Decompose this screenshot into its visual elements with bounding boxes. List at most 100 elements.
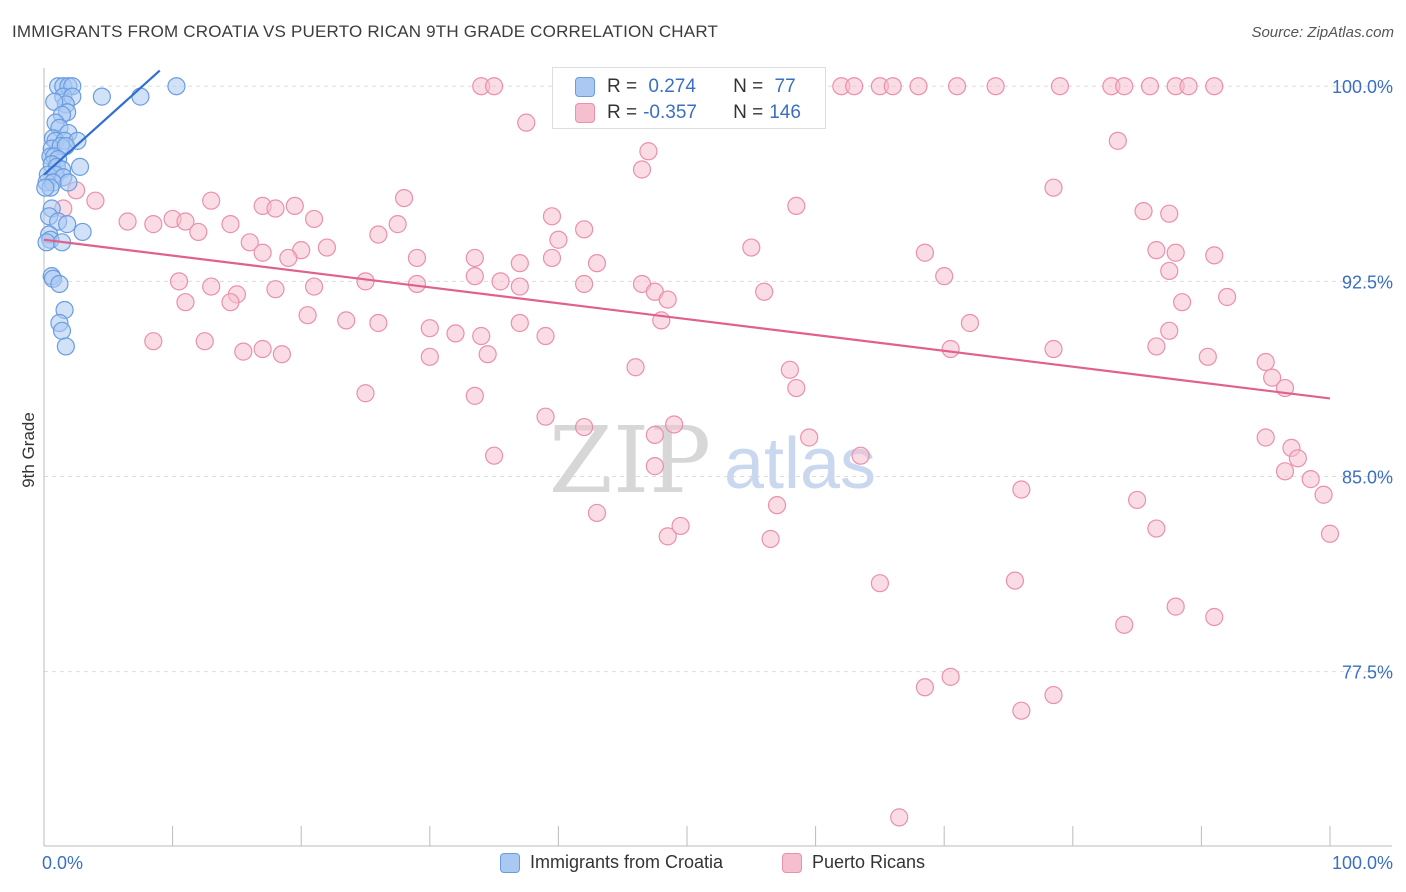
puerto-ricans-point [1256, 352, 1275, 372]
r-value: 0.274 [643, 76, 696, 97]
puerto-ricans-point [587, 254, 607, 273]
croatia-point [36, 178, 55, 197]
puerto-ricans-point [1044, 685, 1063, 705]
croatia-trend-line [43, 69, 161, 176]
r-label: R = [607, 76, 638, 97]
puerto-ricans-point [485, 77, 504, 96]
x-tick-label: 0.0% [42, 853, 83, 873]
puerto-ricans-point [575, 274, 594, 294]
puerto-ricans-point [542, 248, 562, 268]
puerto-ricans-point [465, 248, 484, 268]
puerto-ricans-point [1320, 524, 1340, 543]
croatia-point [37, 233, 56, 252]
watermark: ZIP atlas [549, 407, 876, 514]
tick-labels: 100.0% 92.5% 85.0% 77.5% 0.0% 100.0% [42, 77, 1393, 873]
puerto-ricans-point [478, 345, 497, 364]
puerto-ricans-point [536, 326, 555, 346]
puerto-ricans-point [144, 332, 163, 351]
puerto-ricans-point [1044, 339, 1063, 359]
puerto-ricans-point [1005, 571, 1025, 590]
puerto-ricans-point [118, 212, 137, 231]
legend-item-croatia[interactable]: Immigrants from Croatia [500, 852, 723, 873]
puerto-ricans-point [517, 113, 536, 132]
puerto-ricans-point [845, 77, 864, 96]
puerto-ricans-point [1205, 246, 1224, 265]
puerto-ricans-point [755, 282, 774, 301]
r-label: R = [607, 102, 638, 123]
puerto-ricans-point [369, 225, 388, 244]
y-tick-label: 77.5% [1342, 663, 1393, 683]
puerto-ricans-point [1050, 77, 1070, 96]
puerto-ricans-point [234, 342, 253, 361]
puerto-ricans-point [1173, 293, 1192, 312]
croatia-point [52, 321, 72, 340]
puerto-ricans-point [639, 142, 658, 161]
puerto-ricans-point [1205, 77, 1224, 96]
puerto-ricans-point [632, 160, 652, 179]
croatia-point [59, 173, 78, 192]
puerto-ricans-point [304, 209, 324, 229]
puerto-ricans-point [1301, 470, 1320, 489]
puerto-ricans-point [510, 254, 529, 273]
puerto-ricans-point [317, 238, 337, 257]
legend-item-puerto-ricans[interactable]: Puerto Ricans [782, 852, 925, 873]
puerto-ricans-point [742, 238, 761, 257]
puerto-ricans-point [240, 233, 259, 252]
r-value: -0.357 [643, 102, 697, 123]
puerto-ricans-point [369, 313, 388, 333]
puerto-ricans-point [420, 347, 439, 366]
puerto-ricans-point [536, 407, 555, 426]
puerto-ricans-point [1127, 490, 1147, 510]
croatia-point [92, 87, 111, 106]
puerto-ricans-point [1147, 337, 1166, 356]
puerto-ricans-legend-swatch [782, 852, 802, 873]
puerto-ricans-swatch [575, 103, 595, 123]
puerto-ricans-point [1288, 449, 1307, 468]
puerto-ricans-point [1108, 131, 1127, 150]
puerto-ricans-point [304, 277, 324, 296]
stats-row-puerto-ricans: R = -0.357 N = 146 [575, 102, 801, 124]
puerto-ricans-point [645, 457, 664, 476]
puerto-ricans-point [491, 272, 510, 291]
puerto-ricans-point [761, 529, 780, 549]
watermark-zip: ZIP [549, 407, 711, 514]
grid-lines [44, 85, 1392, 673]
puerto-ricans-point [575, 220, 594, 239]
puerto-ricans-point [1044, 178, 1063, 197]
puerto-ricans-point [86, 191, 105, 210]
trend-lines [43, 69, 1331, 400]
puerto-ricans-point [542, 207, 562, 226]
puerto-ricans-point [298, 306, 317, 325]
puerto-ricans-point [587, 503, 607, 523]
puerto-ricans-point [986, 77, 1005, 96]
puerto-ricans-point [1198, 347, 1217, 366]
puerto-ricans-point [1205, 607, 1224, 627]
puerto-ricans-point [780, 360, 799, 379]
croatia-point [73, 222, 92, 242]
croatia-points [36, 77, 186, 356]
stats-row-croatia: R = 0.274 N = 77 [575, 76, 796, 98]
puerto-ricans-point [510, 313, 529, 333]
croatia-swatch [575, 77, 595, 97]
puerto-ricans-point [909, 77, 928, 96]
puerto-ricans-point [221, 293, 240, 312]
puerto-ricans-point [1218, 287, 1237, 307]
puerto-ricans-point [1160, 204, 1179, 223]
puerto-ricans-point [1179, 77, 1198, 96]
puerto-ricans-point [1256, 428, 1275, 447]
puerto-ricans-point [465, 267, 484, 286]
puerto-ricans-point [1115, 615, 1134, 634]
puerto-ricans-point [176, 293, 195, 312]
puerto-ricans-point [279, 248, 298, 268]
puerto-ricans-point [485, 446, 504, 465]
puerto-ricans-point [1012, 480, 1031, 499]
puerto-ricans-point [1166, 243, 1185, 262]
legend-label: Immigrants from Croatia [530, 852, 724, 872]
puerto-ricans-point [645, 425, 664, 444]
source-label: Source: ZipAtlas.com [1251, 24, 1394, 41]
puerto-ricans-point [253, 339, 272, 359]
croatia-point [58, 215, 77, 234]
puerto-ricans-point [420, 319, 439, 338]
puerto-ricans-point [266, 199, 285, 218]
puerto-ricans-point [266, 280, 285, 299]
